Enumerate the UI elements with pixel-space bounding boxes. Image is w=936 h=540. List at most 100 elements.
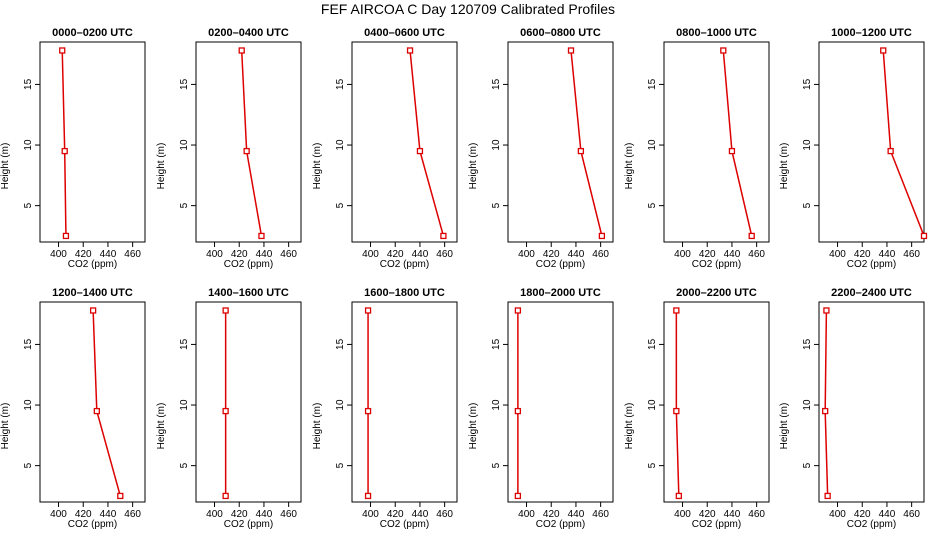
x-tick-label: 440 [568,249,585,260]
x-tick-label: 400 [829,249,846,260]
y-tick-label: 5 [491,202,502,208]
data-point [880,47,887,54]
y-tick-label: 10 [491,399,502,411]
data-point [748,232,755,240]
y-axis-label: Height (m) [468,403,479,450]
data-point [238,47,245,54]
x-tick-label: 460 [903,509,920,520]
x-axis-label: CO2 (ppm) [68,519,117,530]
y-tick-label: 10 [23,399,34,411]
y-tick-label: 15 [491,78,502,90]
x-tick-label: 440 [100,509,117,520]
panel-9: 1600–1800 UTC 400 420 440 460 5 10 15 CO2 (ppm) H… [312,287,458,530]
y-tick-label: 5 [647,202,658,208]
profile-line [240,50,263,237]
y-axis-label: Height (m) [156,143,167,190]
y-axis-label: Height (m) [624,143,635,190]
y-tick-label: 5 [179,462,190,468]
panel-title: 0200–0400 UTC [208,27,289,39]
plot-frame [195,41,302,243]
y-tick-label: 15 [647,78,658,90]
y-axis-label: Height (m) [312,143,323,190]
y-axis-label: Height (m) [312,403,323,450]
x-tick-label: 440 [879,249,896,260]
data-point [577,147,585,155]
x-tick-label: 440 [724,509,741,520]
y-tick-label: 5 [23,202,34,208]
data-point [258,232,265,240]
y-tick-label: 10 [335,139,346,151]
panel-title: 1400–1600 UTC [208,287,289,299]
y-axis-label: Height (m) [779,143,790,190]
panel-5: 0800–1000 UTC 400 420 440 460 5 10 15 CO2 (ppm) H… [624,27,770,270]
x-tick-label: 400 [362,249,379,260]
x-axis-label: CO2 (ppm) [536,519,585,530]
data-point [887,147,894,155]
data-point [62,232,70,240]
data-point [514,307,522,314]
y-tick-label: 15 [179,338,190,350]
data-point [514,492,522,500]
x-tick-label: 460 [903,249,920,260]
y-tick-label: 5 [491,462,502,468]
panel-7: 1200–1400 UTC 400 420 440 460 5 10 15 CO2 (ppm) H… [0,287,146,530]
x-tick-label: 420 [854,249,871,260]
x-tick-label: 460 [436,509,453,520]
chart-title: FEF AIRCOA C Day 120709 Calibrated Profi… [321,1,615,17]
panel-11: 2000–2200 UTC 400 420 440 460 5 10 15 CO2 (ppm) H… [624,287,770,530]
x-tick-label: 420 [699,249,716,260]
plot-frame [818,41,925,243]
panel-6: 1000–1200 UTC 400 420 440 460 5 10 15 CO2 (ppm) H… [779,27,928,270]
data-point [673,307,680,314]
y-tick-label: 15 [335,78,346,90]
x-tick-label: 440 [879,509,896,520]
x-tick-label: 440 [100,249,117,260]
profile-line [61,50,67,236]
x-tick-label: 460 [280,249,297,260]
panel-4: 0600–0800 UTC 400 420 440 460 5 10 15 CO2 (ppm) H… [468,27,614,270]
y-tick-label: 15 [802,78,813,90]
y-tick-label: 15 [647,338,658,350]
y-tick-label: 10 [179,139,190,151]
x-tick-label: 420 [387,509,404,520]
data-point [117,492,124,500]
x-tick-label: 420 [231,509,248,520]
x-axis-label: CO2 (ppm) [692,259,741,270]
panel-title: 1800–2000 UTC [520,287,601,299]
y-axis-label: Height (m) [0,403,11,450]
x-tick-label: 400 [518,509,535,520]
plot-frame [351,301,458,503]
data-point [567,47,575,54]
x-tick-label: 420 [231,249,248,260]
x-tick-label: 420 [75,249,92,260]
data-point [222,492,229,500]
panel-10: 1800–2000 UTC 400 420 440 460 5 10 15 CO2 (ppm) H… [468,287,614,530]
x-tick-label: 400 [518,249,535,260]
panel-title: 1200–1400 UTC [52,287,133,299]
data-point [728,147,736,155]
profile-line [675,310,680,496]
y-tick-label: 15 [23,78,34,90]
profile-line [882,50,925,237]
x-axis-label: CO2 (ppm) [847,259,896,270]
y-tick-label: 5 [335,202,346,208]
panel-title: 1600–1800 UTC [364,287,445,299]
x-tick-label: 400 [362,509,379,520]
y-tick-label: 10 [647,139,658,151]
data-point [416,147,424,155]
x-tick-label: 400 [50,249,67,260]
x-axis-label: CO2 (ppm) [692,519,741,530]
profile-line [409,50,445,237]
data-point [364,492,372,500]
profile-line [722,50,753,237]
panel-title: 0400–0600 UTC [364,27,445,39]
panel-8: 1400–1600 UTC 400 420 440 460 5 10 15 CO2 (ppm) H… [156,287,302,530]
y-tick-label: 10 [491,139,502,151]
x-tick-label: 460 [436,249,453,260]
x-tick-label: 420 [75,509,92,520]
x-axis-label: CO2 (ppm) [224,259,273,270]
profile-line [824,310,829,496]
x-tick-label: 400 [829,509,846,520]
data-point [364,307,372,314]
